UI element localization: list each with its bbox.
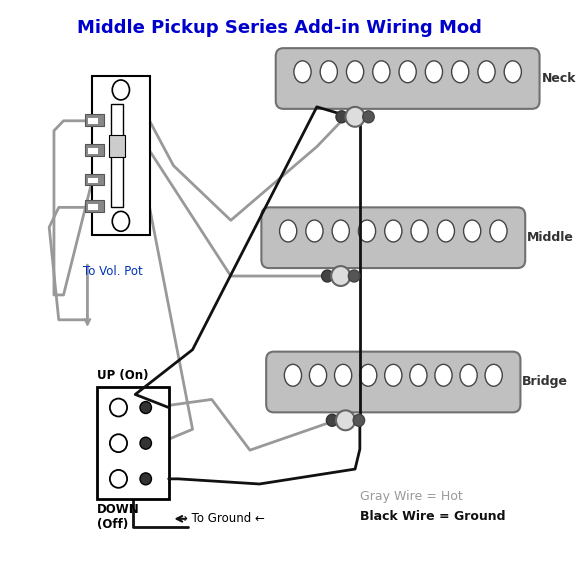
Bar <box>112 104 123 207</box>
Ellipse shape <box>399 61 416 83</box>
Ellipse shape <box>112 80 130 100</box>
FancyBboxPatch shape <box>266 352 521 413</box>
Ellipse shape <box>306 220 323 242</box>
Circle shape <box>110 470 127 488</box>
Text: Black Wire = Ground: Black Wire = Ground <box>360 510 505 523</box>
Ellipse shape <box>335 364 352 386</box>
Ellipse shape <box>410 364 427 386</box>
Circle shape <box>140 402 152 414</box>
Bar <box>85 144 103 156</box>
Circle shape <box>346 107 365 127</box>
Circle shape <box>353 414 365 427</box>
Text: Middle Pickup Series Add-in Wiring Mod: Middle Pickup Series Add-in Wiring Mod <box>77 19 482 37</box>
Circle shape <box>331 266 350 286</box>
Ellipse shape <box>294 61 311 83</box>
Bar <box>88 118 98 124</box>
Text: Gray Wire = Hot: Gray Wire = Hot <box>360 491 462 504</box>
Circle shape <box>110 434 127 452</box>
Text: Bridge: Bridge <box>522 375 568 388</box>
Text: → To Ground ←: → To Ground ← <box>178 513 265 525</box>
Ellipse shape <box>437 220 454 242</box>
Circle shape <box>363 111 374 123</box>
Text: Neck: Neck <box>541 72 576 85</box>
FancyBboxPatch shape <box>276 48 540 109</box>
Bar <box>85 114 103 126</box>
Ellipse shape <box>411 220 428 242</box>
Text: DOWN
(Off): DOWN (Off) <box>97 503 139 531</box>
Ellipse shape <box>464 220 480 242</box>
Circle shape <box>140 437 152 449</box>
Ellipse shape <box>310 364 327 386</box>
Ellipse shape <box>460 364 477 386</box>
Circle shape <box>336 410 355 430</box>
Bar <box>92 76 149 235</box>
Ellipse shape <box>478 61 495 83</box>
Ellipse shape <box>504 61 521 83</box>
Ellipse shape <box>332 220 349 242</box>
Circle shape <box>327 414 338 427</box>
Ellipse shape <box>485 364 503 386</box>
Circle shape <box>322 270 333 282</box>
Bar <box>88 178 98 183</box>
Ellipse shape <box>320 61 338 83</box>
Text: Middle: Middle <box>527 231 574 244</box>
Ellipse shape <box>490 220 507 242</box>
Circle shape <box>140 473 152 485</box>
FancyBboxPatch shape <box>261 207 525 268</box>
Ellipse shape <box>360 364 377 386</box>
Ellipse shape <box>451 61 469 83</box>
Bar <box>88 148 98 153</box>
Circle shape <box>110 398 127 416</box>
Ellipse shape <box>279 220 297 242</box>
Bar <box>85 201 103 212</box>
Ellipse shape <box>385 220 402 242</box>
Ellipse shape <box>284 364 302 386</box>
Ellipse shape <box>425 61 443 83</box>
Ellipse shape <box>385 364 402 386</box>
Circle shape <box>336 111 347 123</box>
Bar <box>85 174 103 185</box>
Bar <box>109 135 125 157</box>
Ellipse shape <box>346 61 364 83</box>
Ellipse shape <box>358 220 376 242</box>
Bar <box>97 387 168 499</box>
Text: To Vol. Pot: To Vol. Pot <box>83 265 142 278</box>
Circle shape <box>349 270 360 282</box>
Ellipse shape <box>373 61 390 83</box>
Bar <box>88 205 98 210</box>
Ellipse shape <box>435 364 452 386</box>
Ellipse shape <box>112 211 130 231</box>
Text: UP (On): UP (On) <box>97 369 149 382</box>
